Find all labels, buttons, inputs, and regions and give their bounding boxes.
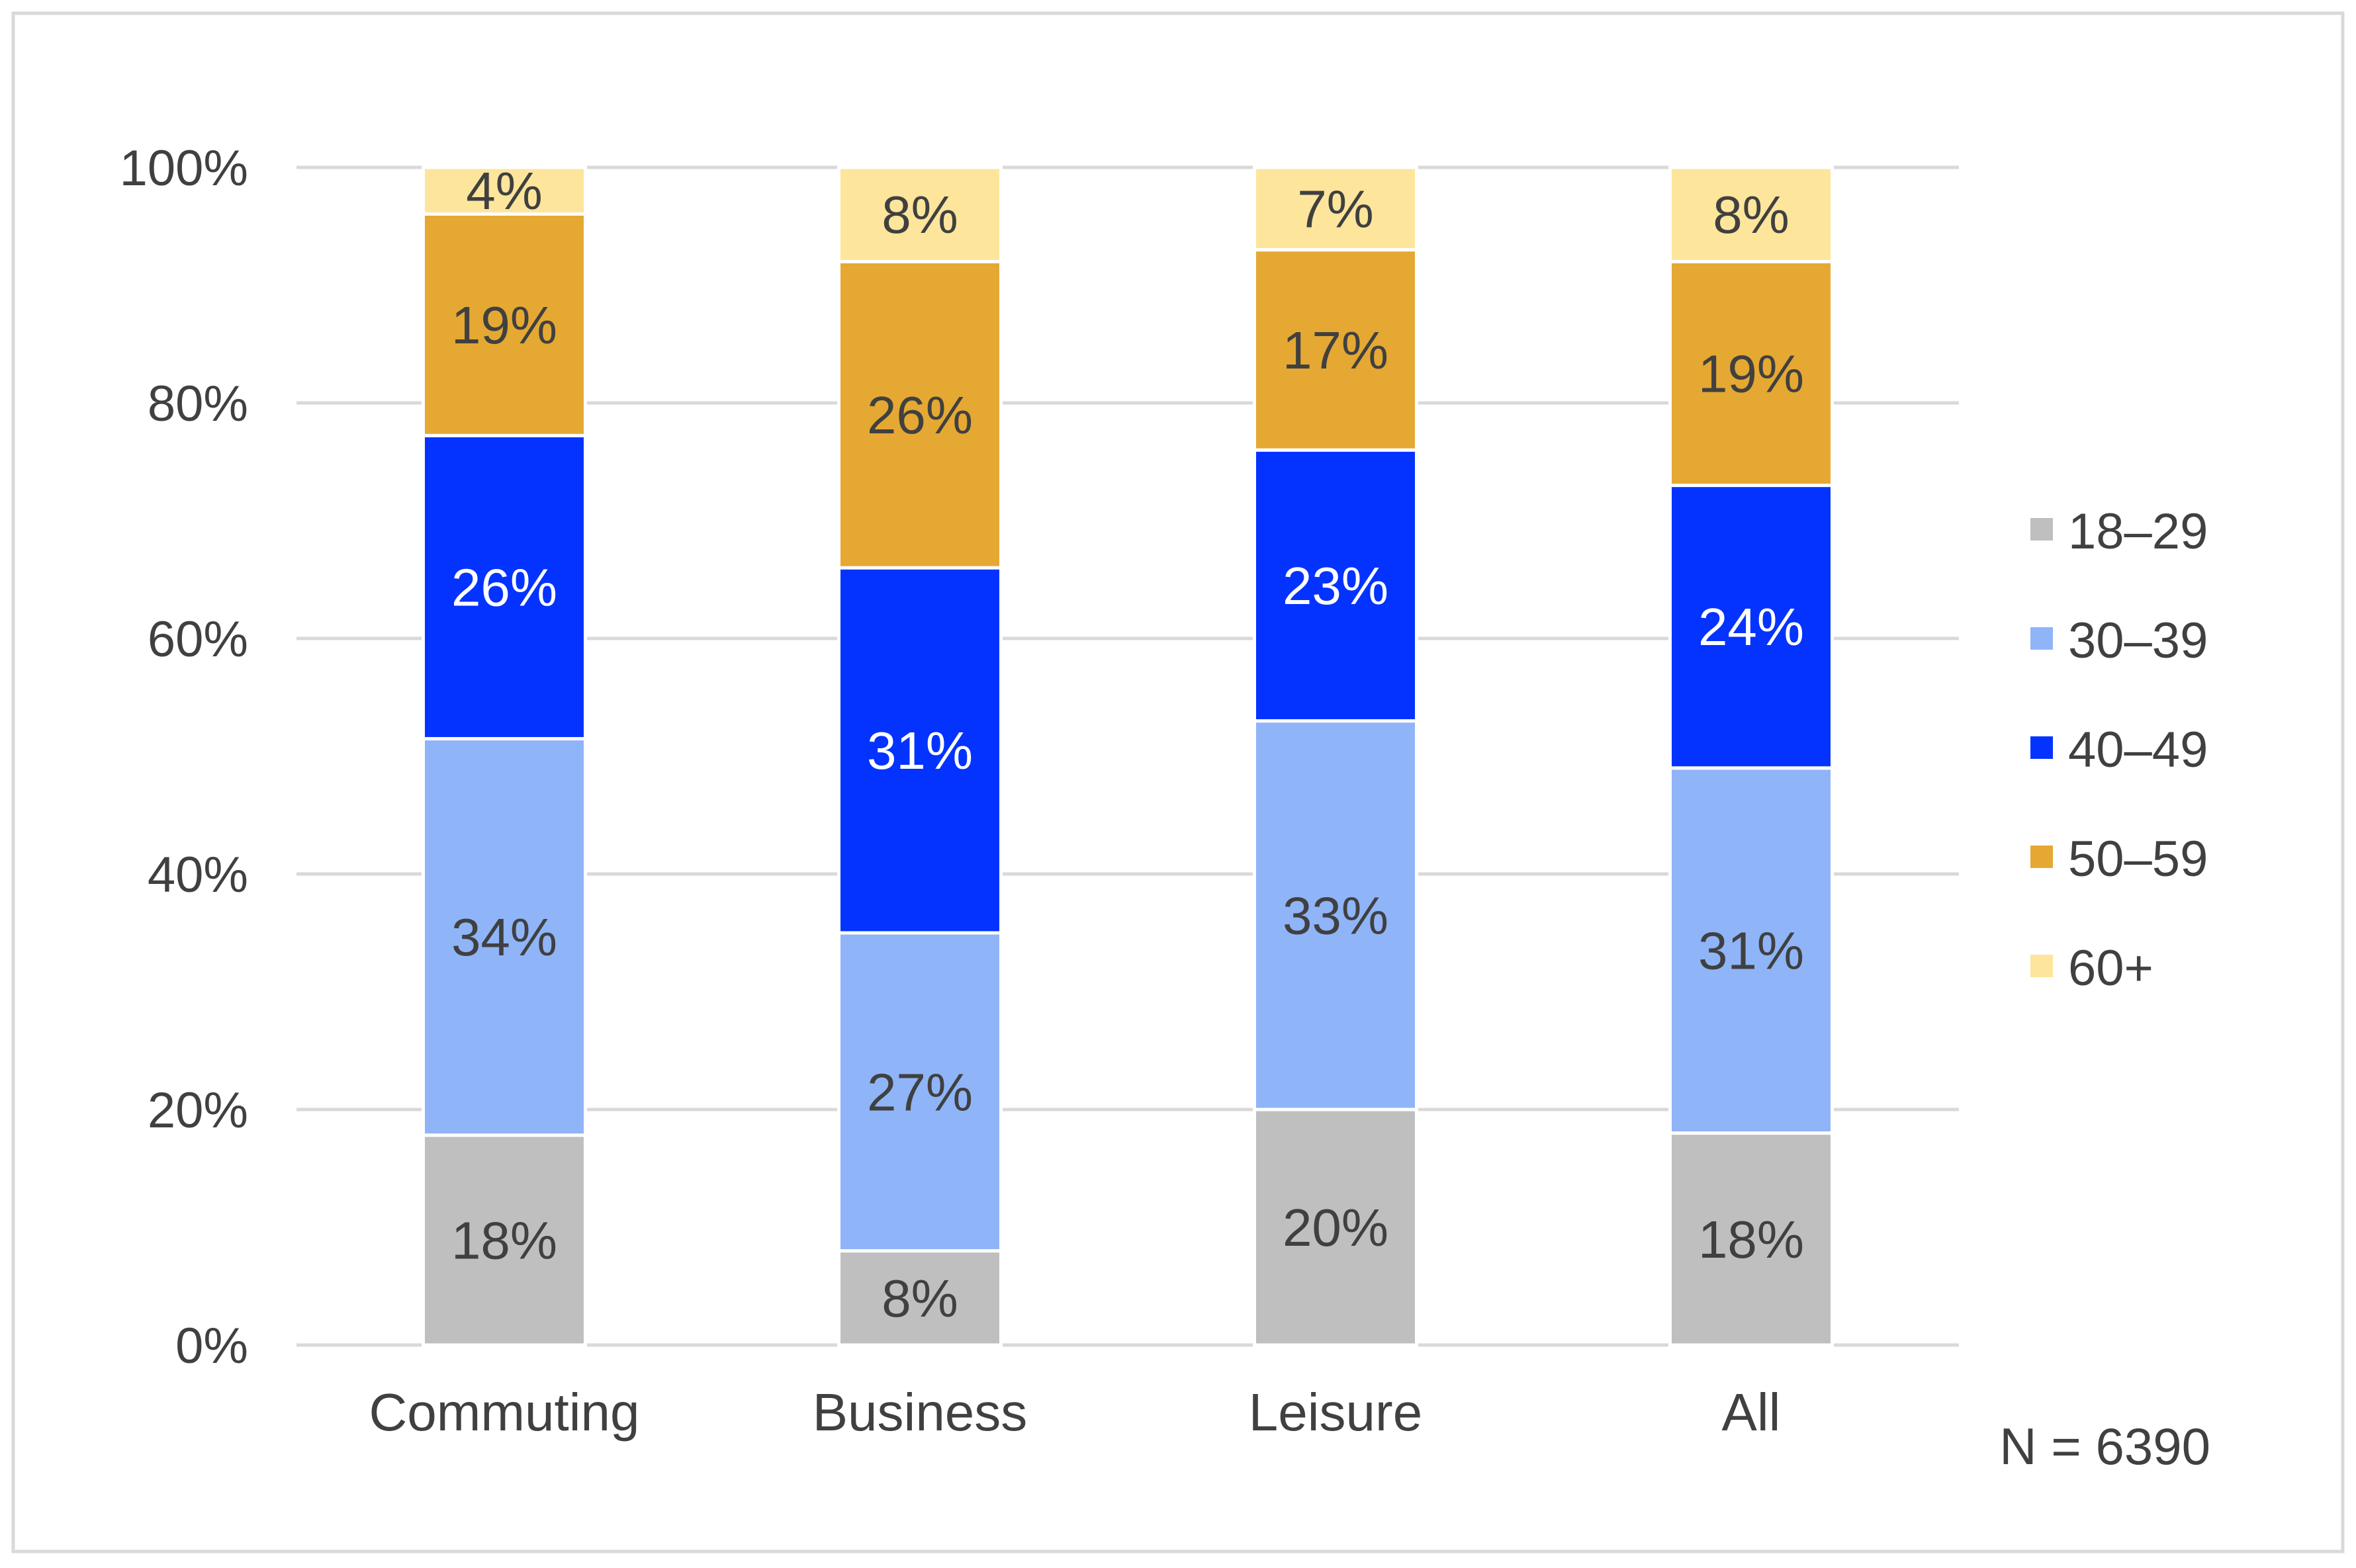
legend: 18–29 30–39 40–49 50–59 60+ (2030, 503, 2208, 996)
data-label: 8% (1713, 185, 1790, 244)
bar-segment-60+-all (1668, 165, 1834, 263)
bar-segment-18–29-all (1668, 1131, 1834, 1347)
bar-segment-60+-business (837, 165, 1003, 263)
data-label: 34% (451, 908, 557, 967)
y-tick-label: 80% (148, 376, 248, 432)
data-label: 27% (867, 1063, 973, 1121)
x-tick-label: Leisure (1249, 1383, 1422, 1442)
data-label: 31% (867, 721, 973, 780)
chart-border (11, 11, 2345, 1553)
data-label: 19% (1698, 345, 1804, 404)
x-tick-label: All (1722, 1383, 1781, 1442)
legend-swatch-40–49 (2030, 736, 2053, 759)
y-tick-label: 20% (148, 1082, 248, 1139)
bar-segment-40–49-all (1668, 484, 1834, 770)
y-tick-label: 40% (148, 847, 248, 903)
data-label: 7% (1297, 179, 1374, 238)
y-tick-label: 0% (175, 1318, 248, 1374)
y-tick-label: 100% (120, 140, 248, 196)
data-label: 26% (867, 386, 973, 445)
legend-swatch-50–59 (2030, 846, 2053, 868)
data-labels: 18% 34% 26% 19% 4% 8% 27% 31% 26% 8% 20% 33% 23% 17% 7… (451, 161, 1804, 1328)
legend-swatch-18–29 (2030, 518, 2053, 541)
bars (422, 165, 1834, 1347)
bar-segment-40–49-business (837, 566, 1003, 935)
data-label: 20% (1283, 1198, 1388, 1257)
legend-label: 40–49 (2068, 722, 2208, 778)
data-label: 18% (1698, 1210, 1804, 1269)
data-label: 8% (882, 185, 958, 244)
bar-segment-60+-leisure (1253, 165, 1418, 252)
y-axis-ticks: 0% 20% 40% 60% 80% 100% (120, 140, 248, 1374)
data-label: 26% (451, 558, 557, 617)
bar-segment-18–29-commuting (422, 1133, 587, 1347)
bar-segment-30–39-business (837, 931, 1003, 1253)
data-label: 23% (1283, 556, 1388, 615)
data-label: 17% (1283, 321, 1388, 380)
legend-swatch-30–39 (2030, 627, 2053, 650)
x-tick-label: Business (813, 1383, 1028, 1442)
data-label: 31% (1698, 922, 1804, 980)
bar-segment-30–39-all (1668, 766, 1834, 1135)
legend-swatch-60+ (2030, 955, 2053, 977)
data-label: 19% (451, 296, 557, 355)
x-tick-label: Commuting (369, 1383, 639, 1442)
data-label: 18% (451, 1211, 557, 1270)
legend-label: 60+ (2068, 940, 2153, 996)
data-label: 4% (466, 161, 543, 220)
bar-segment-30–39-commuting (422, 737, 587, 1137)
legend-label: 30–39 (2068, 613, 2208, 669)
data-label: 8% (882, 1269, 958, 1328)
data-label: 33% (1283, 886, 1388, 945)
bar-segment-50–59-all (1668, 259, 1834, 488)
legend-label: 50–59 (2068, 831, 2208, 887)
x-axis-ticks: Commuting Business Leisure All (369, 1383, 1780, 1442)
bar-segment-60+-commuting (422, 165, 587, 216)
y-tick-label: 60% (148, 611, 248, 668)
sample-size-annotation: N = 6390 (1999, 1417, 2210, 1475)
legend-label: 18–29 (2068, 503, 2208, 560)
bar-segment-40–49-leisure (1253, 448, 1418, 723)
data-label: 24% (1698, 597, 1804, 656)
bar-segment-30–39-leisure (1253, 719, 1418, 1111)
bar-segment-50–59-business (837, 259, 1003, 570)
